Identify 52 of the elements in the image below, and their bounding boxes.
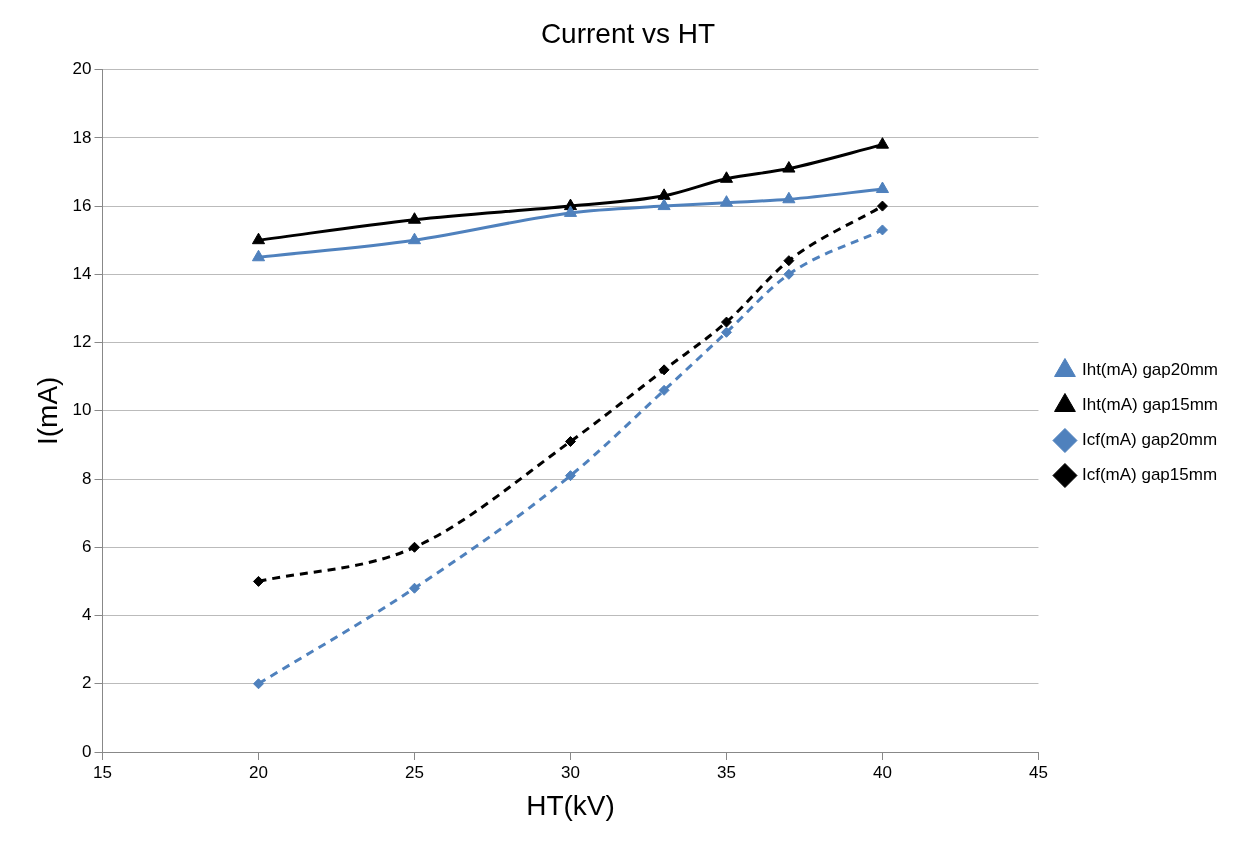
x-tick-label: 20 bbox=[249, 762, 268, 782]
point bbox=[253, 678, 264, 690]
point bbox=[408, 541, 420, 553]
x-tick-label: 25 bbox=[405, 762, 424, 782]
x-tick-label: 40 bbox=[873, 762, 892, 782]
x-axis-title: HT(kV) bbox=[526, 789, 615, 821]
point bbox=[783, 255, 795, 267]
point bbox=[875, 181, 890, 194]
point bbox=[563, 205, 578, 217]
point bbox=[720, 326, 732, 338]
point bbox=[253, 575, 264, 587]
legend-label: Icf(mA) gap15mm bbox=[1081, 465, 1218, 485]
point bbox=[720, 316, 732, 328]
point bbox=[782, 191, 796, 204]
y-tick-label: 18 bbox=[72, 127, 92, 147]
chart-title: Current vs HT bbox=[540, 17, 716, 49]
point bbox=[407, 232, 422, 245]
y-tick-label: 0 bbox=[82, 741, 92, 761]
point bbox=[876, 224, 888, 236]
y-tick-label: 6 bbox=[82, 536, 92, 556]
x-tick-label: 15 bbox=[93, 762, 112, 782]
x-tick-label: 30 bbox=[561, 762, 580, 782]
point bbox=[657, 188, 671, 200]
point bbox=[782, 161, 796, 173]
point bbox=[875, 137, 890, 149]
point bbox=[251, 232, 266, 245]
y-tick-label: 12 bbox=[72, 332, 92, 352]
point bbox=[658, 364, 670, 376]
point bbox=[719, 195, 734, 207]
point bbox=[564, 470, 576, 482]
legend-label: Icf(mA) gap20mm bbox=[1081, 430, 1218, 450]
y-tick-label: 2 bbox=[82, 673, 92, 693]
point bbox=[407, 212, 422, 224]
point bbox=[408, 582, 420, 594]
y-tick-label: 16 bbox=[72, 195, 92, 215]
y-tick-label: 14 bbox=[72, 264, 92, 284]
y-tick-label: 4 bbox=[82, 605, 92, 625]
point bbox=[783, 268, 795, 280]
y-tick-label: 8 bbox=[82, 468, 92, 488]
x-tick-label: 45 bbox=[1029, 762, 1048, 782]
y-tick-label: 10 bbox=[72, 400, 92, 420]
x-tick-label: 35 bbox=[717, 762, 736, 782]
point bbox=[876, 200, 888, 212]
point bbox=[658, 384, 670, 396]
y-axis-title: I(mA) bbox=[31, 376, 63, 446]
point bbox=[657, 198, 671, 211]
point bbox=[564, 436, 576, 448]
point bbox=[251, 249, 266, 262]
legend-label: Iht(mA) gap15mm bbox=[1081, 395, 1219, 415]
point bbox=[719, 171, 734, 183]
legend-label: Iht(mA) gap20mm bbox=[1081, 360, 1219, 380]
y-tick-label: 20 bbox=[72, 59, 92, 79]
